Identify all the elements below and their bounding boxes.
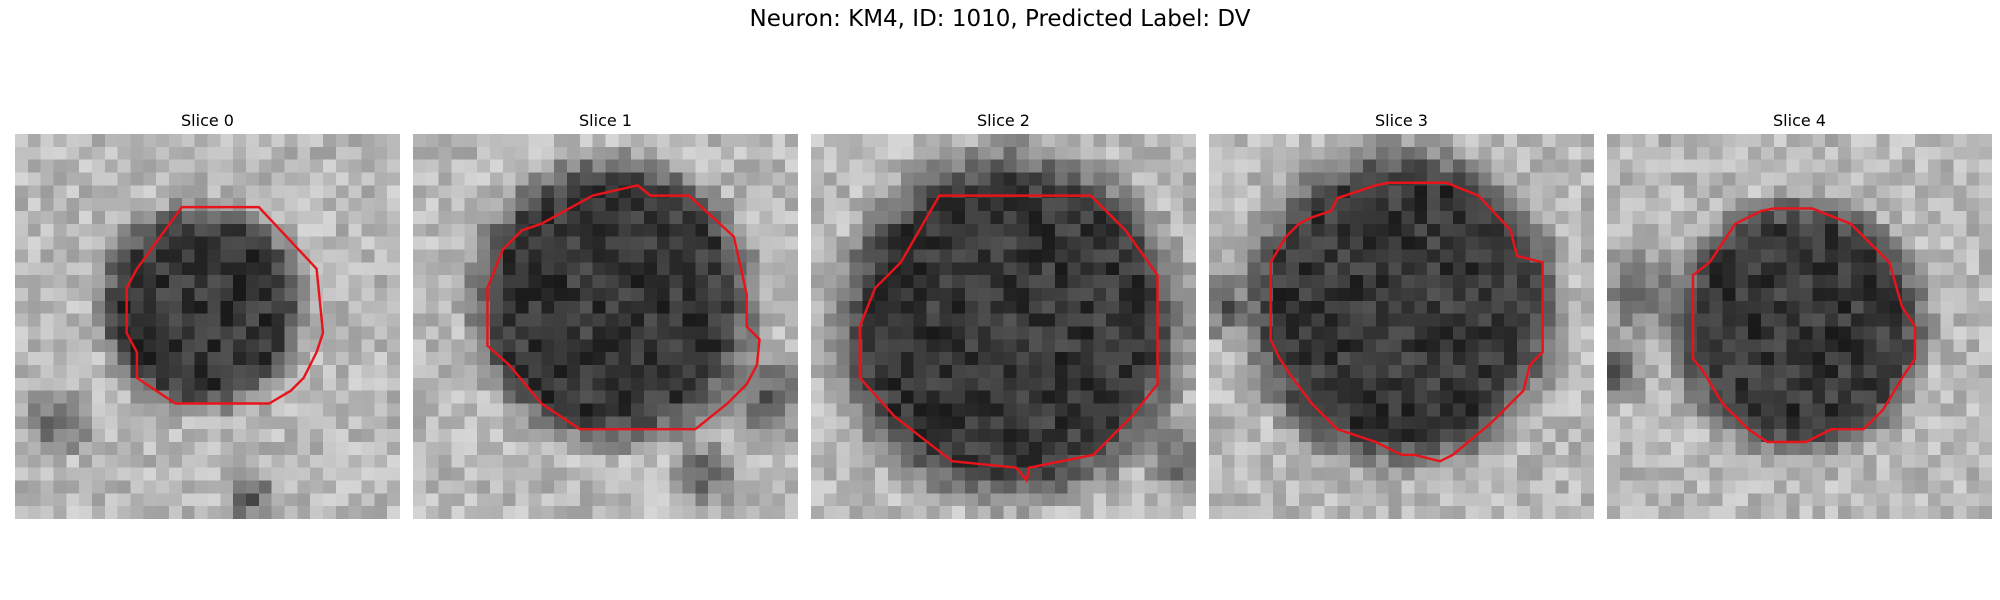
slice-pixels-1: [413, 134, 798, 519]
slice-image-2: [811, 134, 1196, 519]
slice-title-0: Slice 0: [181, 111, 234, 130]
slice-title-1: Slice 1: [579, 111, 632, 130]
slice-panel-0: Slice 0: [15, 108, 400, 519]
slice-image-0: [15, 134, 400, 519]
roi-contour-0: [125, 205, 325, 405]
slice-pixels-0: [15, 134, 400, 519]
slice-title-2: Slice 2: [977, 111, 1030, 130]
slice-image-4: [1607, 134, 1992, 519]
slice-panel-4: Slice 4: [1607, 108, 1992, 519]
slice-panel-1: Slice 1: [413, 108, 798, 519]
slice-title-4: Slice 4: [1773, 111, 1826, 130]
slice-image-1: [413, 134, 798, 519]
slice-pixels-4: [1607, 134, 1992, 519]
slice-title-3: Slice 3: [1375, 111, 1428, 130]
roi-contour-4: [1691, 207, 1917, 444]
slice-image-3: [1209, 134, 1594, 519]
figure-title: Neuron: KM4, ID: 1010, Predicted Label: …: [749, 6, 1251, 32]
slice-pixels-2: [811, 134, 1196, 519]
slice-panel-3: Slice 3: [1209, 108, 1594, 519]
roi-contour-3: [1269, 181, 1544, 463]
slice-panel-2: Slice 2: [811, 108, 1196, 519]
roi-contour-1: [486, 184, 761, 431]
roi-contour-2: [858, 194, 1159, 484]
